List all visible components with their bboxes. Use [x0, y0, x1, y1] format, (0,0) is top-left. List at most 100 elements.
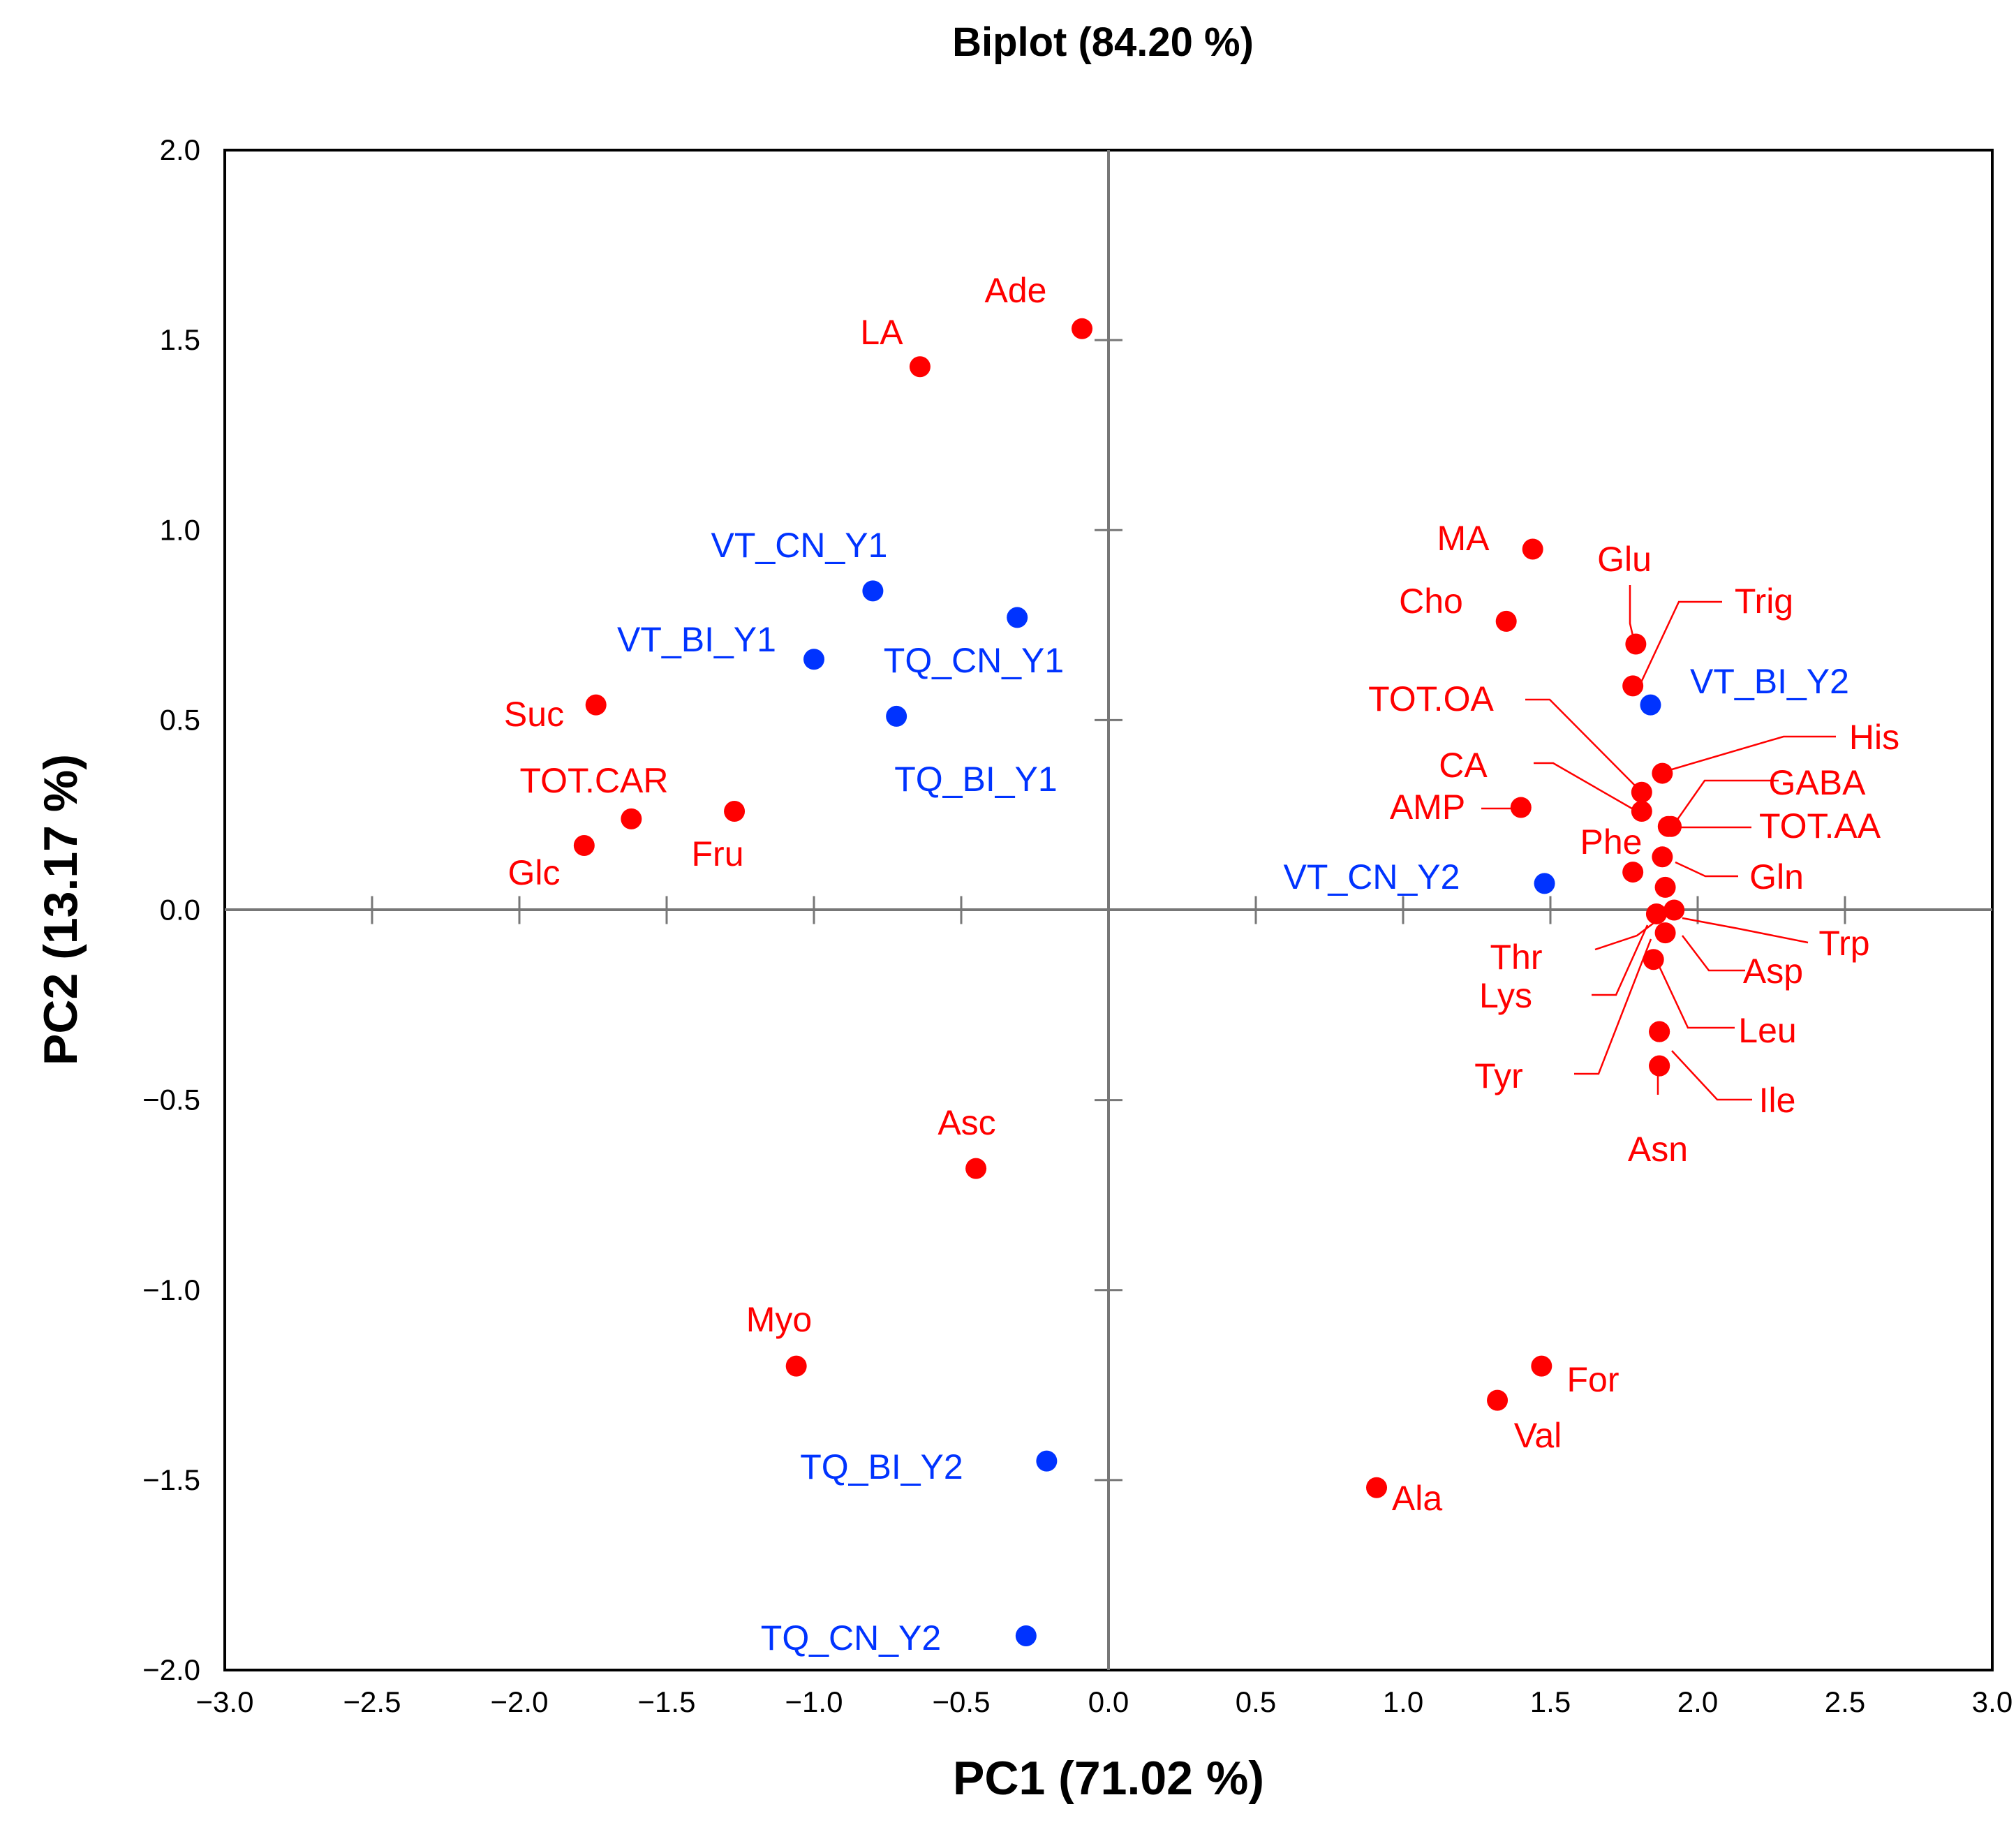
variable-point-asp [1654, 922, 1676, 944]
observation-label-tq-bi-y2: TQ_BI_Y2 [800, 1447, 963, 1486]
variable-point-his [1652, 762, 1673, 784]
variable-label-tot-aa: TOT.AA [1759, 806, 1881, 846]
leader-line [1671, 1050, 1752, 1101]
variable-point-fru [724, 800, 746, 822]
variable-label-trp: Trp [1818, 924, 1869, 963]
y-tick-label: −1.5 [142, 1463, 200, 1496]
leader-line [1682, 935, 1745, 972]
x-tick-label: 3.0 [1972, 1685, 2013, 1718]
observation-point-vt-bi-y1 [803, 649, 824, 670]
variable-point-trig [1622, 675, 1644, 697]
x-tick-label: 0.0 [1088, 1685, 1129, 1718]
variable-point-amp [1510, 797, 1532, 818]
observation-label-vt-bi-y1: VT_BI_Y1 [617, 620, 776, 659]
x-tick-label: −1.0 [785, 1685, 843, 1718]
variable-point-ma [1522, 538, 1543, 560]
variable-label-his: His [1849, 718, 1899, 757]
variable-point-asn [1649, 1055, 1670, 1077]
leader-line [1674, 779, 1779, 823]
variable-label-cho: Cho [1399, 582, 1463, 621]
variable-point-ade [1072, 318, 1093, 339]
variable-label-tot-oa: TOT.OA [1368, 679, 1494, 718]
point-labels: Ade LA Suc TOT.CAR Fru Glc Asc Myo MA Cho Glu Trig T… [504, 271, 1899, 1657]
variable-label-asn: Asn [1628, 1130, 1688, 1169]
variable-label-ile: Ile [1759, 1081, 1796, 1120]
observation-point-tq-cn-y2 [1015, 1625, 1037, 1647]
observation-label-vt-cn-y1: VT_CN_Y1 [711, 526, 888, 565]
variable-label-la: LA [860, 313, 903, 352]
leader-line [1675, 861, 1738, 878]
variable-label-asc: Asc [937, 1103, 995, 1142]
variable-point-cho [1495, 610, 1517, 632]
variable-label-amp: AMP [1390, 788, 1465, 827]
data-points [573, 318, 1685, 1647]
variable-label-glc: Glc [508, 853, 561, 892]
variable-point-tyr [1649, 1021, 1670, 1042]
y-tick-label: 1.5 [160, 323, 200, 356]
observation-label-tq-cn-y2: TQ_CN_Y2 [761, 1618, 941, 1657]
observation-label-vt-cn-y2: VT_CN_Y2 [1284, 857, 1460, 896]
observation-point-tq-bi-y1 [886, 705, 907, 727]
y-axis-title: PC2 (13.17 %) [34, 754, 87, 1065]
variable-label-tot-car: TOT.CAR [520, 761, 669, 800]
observation-point-vt-cn-y2 [1534, 873, 1555, 894]
variable-point-glu [1625, 633, 1647, 655]
leader-line [1525, 698, 1641, 792]
variable-label-gln: Gln [1749, 857, 1804, 896]
variable-label-gaba: GABA [1769, 763, 1867, 802]
x-tick-label: −2.5 [343, 1685, 401, 1718]
leader-lines [1481, 585, 1836, 1101]
variable-point-phe [1622, 862, 1644, 883]
variable-point-val [1487, 1389, 1509, 1411]
leader-line [1682, 917, 1809, 944]
variable-point-lys [1643, 949, 1664, 970]
x-tick-label: −2.0 [491, 1685, 549, 1718]
variable-point-gln [1652, 846, 1673, 868]
leader-line [1574, 938, 1652, 1075]
y-tick-label: 0.0 [160, 894, 200, 926]
variable-label-ala: Ala [1392, 1479, 1442, 1518]
x-tick-label: 2.5 [1825, 1685, 1865, 1718]
variable-point-gln-pt2 [1654, 876, 1676, 898]
y-tick-label: −0.5 [142, 1084, 200, 1116]
variable-label-leu: Leu [1738, 1011, 1796, 1050]
variable-label-thr: Thr [1490, 938, 1543, 977]
x-tick-label: −0.5 [933, 1685, 991, 1718]
axis-ticks: −3.0 −2.5 −2.0 −1.5 −1.0 −0.5 0.0 0.5 1.0 1.5 2.0 2… [142, 133, 2013, 1718]
variable-label-trig: Trig [1735, 582, 1793, 621]
observation-label-vt-bi-y2: VT_BI_Y2 [1690, 662, 1849, 701]
x-tick-label: 1.5 [1530, 1685, 1571, 1718]
leader-line [1656, 963, 1735, 1029]
variable-label-ma: MA [1437, 519, 1490, 558]
variable-label-val: Val [1514, 1416, 1562, 1455]
variable-label-ca: CA [1439, 746, 1488, 785]
variable-point-for [1531, 1355, 1552, 1377]
variable-point-thr [1645, 903, 1667, 924]
x-tick-label: 2.0 [1677, 1685, 1718, 1718]
leader-line [1636, 600, 1722, 692]
variable-point-suc [585, 694, 607, 716]
x-axis-title: PC1 (71.02 %) [953, 1752, 1264, 1805]
variable-point-tot-car [621, 808, 642, 829]
variable-point-asc [965, 1158, 987, 1179]
variable-label-tyr: Tyr [1474, 1056, 1522, 1095]
variable-label-phe: Phe [1580, 822, 1643, 862]
x-tick-label: −1.5 [638, 1685, 696, 1718]
variable-label-for: For [1567, 1360, 1620, 1399]
leader-line [1659, 735, 1836, 774]
observation-label-tq-cn-y1: TQ_CN_Y1 [884, 641, 1064, 680]
y-tick-label: 0.5 [160, 703, 200, 736]
y-tick-label: −1.0 [142, 1273, 200, 1306]
variable-point-ala [1366, 1477, 1388, 1498]
variable-label-lys: Lys [1479, 976, 1532, 1015]
variable-label-ade: Ade [985, 271, 1047, 310]
y-tick-label: −2.0 [142, 1653, 200, 1686]
variable-label-fru: Fru [692, 834, 744, 873]
y-tick-label: 2.0 [160, 133, 200, 166]
variable-point-myo [785, 1355, 807, 1377]
observation-point-vt-bi-y2 [1640, 694, 1661, 716]
variable-label-glu: Glu [1597, 540, 1652, 579]
observation-point-tq-bi-y2 [1036, 1450, 1058, 1472]
variable-point-trp [1663, 899, 1685, 921]
